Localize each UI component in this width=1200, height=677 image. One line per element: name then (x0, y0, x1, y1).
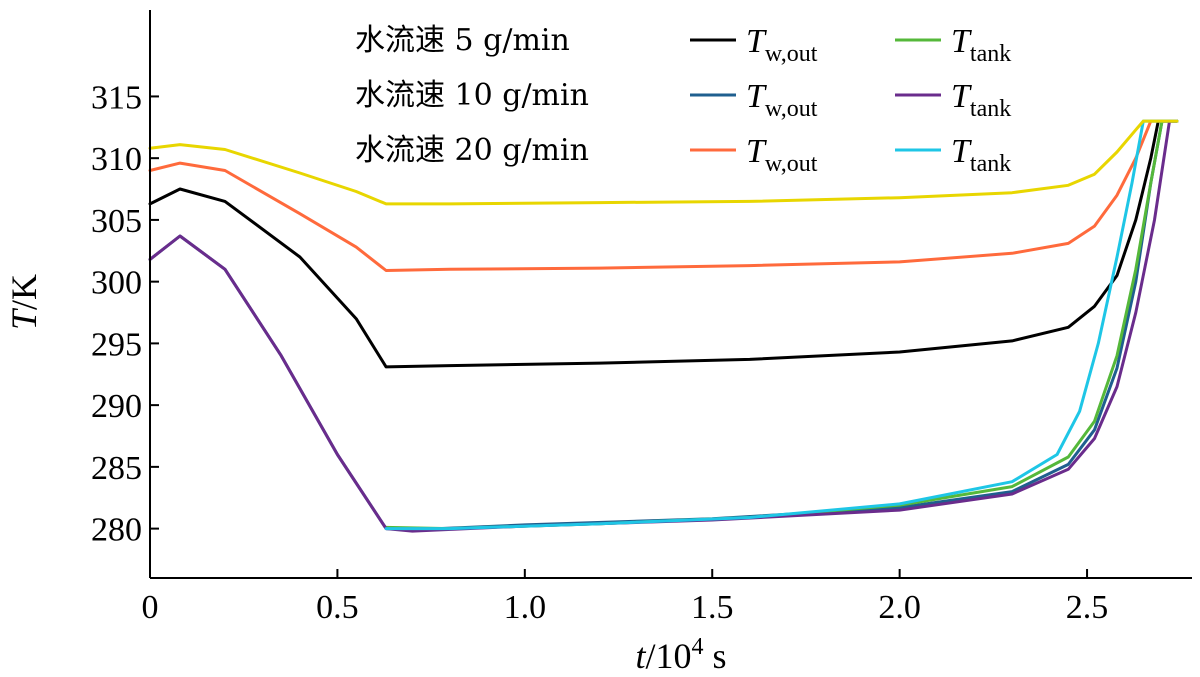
legend-entry-symbol: T (951, 78, 972, 115)
y-tick-label: 300 (91, 265, 142, 302)
x-tick-label: 1.5 (691, 589, 734, 626)
legend-entry-symbol: T (746, 133, 767, 170)
y-tick-label: 305 (91, 203, 142, 240)
y-tick-label: 310 (91, 141, 142, 178)
legend-entry: Ttank (951, 133, 1011, 177)
legend: 水流速 5 g/min 水流速 10 g/min 水流速 20 g/min Tw,ou… (355, 23, 1011, 177)
axes (149, 10, 1192, 579)
x-axis-title-var: t (635, 636, 646, 676)
x-tick-label: 0 (142, 589, 159, 626)
x-axis-title-suffix: s (704, 636, 727, 676)
legend-group-label: 水流速 10 g/min (355, 78, 589, 113)
x-axis-title: t/104 s (635, 634, 726, 676)
y-axis-title-var: T (4, 307, 44, 330)
y-tick-label: 295 (91, 326, 142, 363)
series-line-4 (148, 119, 1179, 533)
x-tick-label: 0.5 (316, 589, 359, 626)
legend-entry: Tw,out (746, 133, 818, 177)
y-tick-label: 315 (91, 79, 142, 116)
y-tick-label: 280 (91, 512, 142, 549)
legend-group-label: 水流速 5 g/min (355, 23, 570, 58)
x-tick-label: 1.0 (504, 589, 547, 626)
legend-entry: Ttank (951, 78, 1011, 122)
x-tick-label: 2.5 (1066, 589, 1109, 626)
y-axis-title-unit: /K (4, 274, 44, 310)
legend-entry-subscript: w,out (765, 96, 818, 122)
legend-entry-subscript: w,out (765, 41, 818, 67)
legend-entry-subscript: tank (970, 41, 1011, 67)
legend-entry: Tw,out (746, 23, 818, 67)
y-axis-title: T/K (4, 274, 44, 330)
legend-group-label: 水流速 20 g/min (355, 133, 589, 168)
legend-entry: Ttank (951, 23, 1011, 67)
x-axis-title-exponent: 4 (692, 634, 704, 660)
ticks: 0 0.5 1.0 1.5 2.0 2.5 280 285 290 295 300 305 310 315 (91, 79, 1108, 626)
y-tick-label: 290 (91, 388, 142, 425)
series-line-0 (148, 119, 1179, 369)
legend-entry-symbol: T (951, 23, 972, 60)
series-line-5 (384, 119, 1179, 531)
x-tick-label: 2.0 (878, 589, 921, 626)
axis-titles: t/104 s T/K (4, 274, 727, 676)
plot-lines (148, 119, 1179, 533)
legend-entry-subscript: tank (970, 151, 1011, 177)
legend-entry-subscript: w,out (765, 151, 818, 177)
series-line-2 (148, 119, 1179, 272)
legend-entry-symbol: T (746, 78, 767, 115)
x-axis-title-unit: /10 (645, 636, 691, 676)
legend-entry: Tw,out (746, 78, 818, 122)
series-line-6 (148, 119, 1179, 206)
y-tick-label: 285 (91, 450, 142, 487)
legend-entry-subscript: tank (970, 96, 1011, 122)
legend-entry-symbol: T (951, 133, 972, 170)
legend-entry-symbol: T (746, 23, 767, 60)
